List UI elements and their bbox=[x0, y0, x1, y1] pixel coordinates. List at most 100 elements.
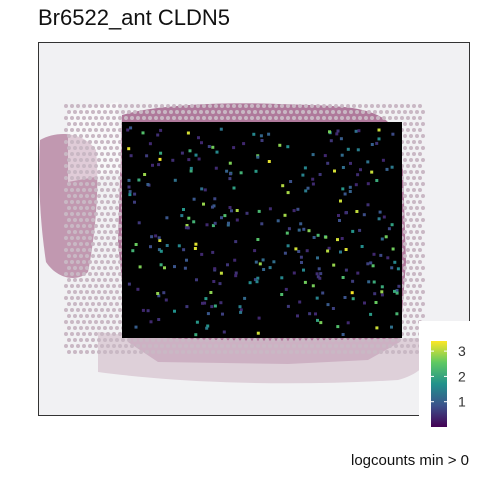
background-spot bbox=[415, 182, 419, 186]
expression-spot bbox=[378, 210, 382, 214]
background-spot bbox=[115, 110, 119, 114]
background-spot bbox=[85, 110, 89, 114]
background-spot bbox=[115, 182, 119, 186]
background-spot bbox=[157, 338, 161, 342]
expression-spot bbox=[356, 148, 360, 152]
expression-spot bbox=[316, 233, 320, 237]
expression-spot bbox=[316, 318, 319, 322]
expression-spot bbox=[188, 149, 192, 153]
expression-spot bbox=[213, 304, 217, 308]
background-spot bbox=[79, 314, 83, 318]
expression-spot bbox=[149, 320, 153, 324]
background-spot bbox=[70, 320, 74, 324]
expression-spot bbox=[344, 248, 348, 251]
background-spot bbox=[67, 350, 71, 354]
background-spot bbox=[82, 260, 86, 264]
expression-spot bbox=[344, 268, 348, 272]
background-spot bbox=[64, 236, 68, 240]
expression-spot bbox=[346, 321, 350, 325]
background-spot bbox=[118, 332, 122, 336]
expression-spot bbox=[215, 150, 219, 154]
background-spot bbox=[112, 272, 116, 276]
expression-spot bbox=[200, 187, 204, 191]
background-spot bbox=[106, 164, 110, 168]
expression-spot bbox=[372, 252, 376, 256]
expression-spot bbox=[154, 234, 158, 238]
background-spot bbox=[418, 116, 422, 120]
expression-spot bbox=[162, 291, 166, 295]
background-spot bbox=[109, 242, 113, 246]
expression-spot bbox=[350, 291, 354, 295]
background-spot bbox=[415, 302, 419, 306]
background-spot bbox=[67, 134, 71, 138]
background-spot bbox=[235, 338, 239, 342]
background-spot bbox=[85, 230, 89, 234]
background-spot bbox=[418, 296, 422, 300]
expression-spot bbox=[182, 208, 185, 211]
background-spot bbox=[313, 338, 317, 342]
background-spot bbox=[115, 230, 119, 234]
background-spot bbox=[106, 272, 110, 276]
background-spot bbox=[103, 326, 107, 330]
background-spot bbox=[79, 194, 83, 198]
background-spot bbox=[406, 224, 410, 228]
background-spot bbox=[106, 344, 110, 348]
background-spot bbox=[118, 176, 122, 180]
background-spot bbox=[355, 338, 359, 342]
background-spot bbox=[109, 230, 113, 234]
background-spot bbox=[373, 110, 377, 114]
background-spot bbox=[112, 308, 116, 312]
expression-spot bbox=[393, 260, 397, 264]
background-spot bbox=[154, 116, 158, 120]
expression-spot bbox=[302, 227, 306, 231]
background-spot bbox=[112, 284, 116, 288]
background-spot bbox=[85, 182, 89, 186]
expression-spot bbox=[286, 145, 290, 149]
background-spot bbox=[421, 266, 425, 270]
expression-spot bbox=[375, 179, 379, 182]
expression-spot bbox=[134, 325, 138, 329]
expression-spot bbox=[373, 292, 377, 296]
background-spot bbox=[418, 152, 422, 156]
background-spot bbox=[109, 182, 113, 186]
background-spot bbox=[340, 104, 344, 108]
background-spot bbox=[67, 326, 71, 330]
background-spot bbox=[370, 344, 374, 348]
background-spot bbox=[82, 152, 86, 156]
background-spot bbox=[265, 110, 269, 114]
expression-spot bbox=[337, 214, 340, 217]
background-spot bbox=[421, 134, 425, 138]
background-spot bbox=[322, 104, 326, 108]
expression-spot bbox=[213, 197, 217, 201]
background-spot bbox=[118, 236, 122, 240]
expression-spot bbox=[157, 248, 161, 252]
background-spot bbox=[262, 104, 266, 108]
background-spot bbox=[319, 110, 323, 114]
expression-spot bbox=[245, 211, 249, 215]
expression-spot bbox=[164, 298, 168, 302]
background-spot bbox=[82, 164, 86, 168]
background-spot bbox=[412, 248, 416, 252]
background-spot bbox=[358, 104, 362, 108]
background-spot bbox=[103, 134, 107, 138]
background-spot bbox=[136, 344, 140, 348]
background-spot bbox=[334, 116, 338, 120]
background-spot bbox=[409, 134, 413, 138]
background-spot bbox=[94, 152, 98, 156]
expression-spot bbox=[173, 265, 176, 269]
background-spot bbox=[64, 260, 68, 264]
background-spot bbox=[238, 344, 242, 348]
background-spot bbox=[364, 344, 368, 348]
background-spot bbox=[406, 248, 410, 252]
background-spot bbox=[406, 272, 410, 276]
background-spot bbox=[85, 350, 89, 354]
background-spot bbox=[409, 278, 413, 282]
background-spot bbox=[403, 278, 407, 282]
background-spot bbox=[244, 116, 248, 120]
background-spot bbox=[178, 344, 182, 348]
background-spot bbox=[76, 248, 80, 252]
background-spot bbox=[85, 170, 89, 174]
background-spot bbox=[106, 200, 110, 204]
background-spot bbox=[106, 152, 110, 156]
expression-spot bbox=[234, 240, 238, 244]
